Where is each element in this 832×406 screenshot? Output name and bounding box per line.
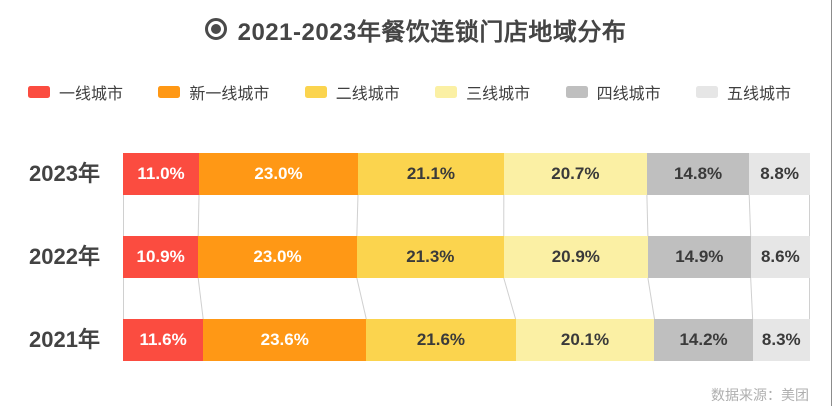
bar-segment-一线城市: 11.0%	[123, 153, 200, 195]
bar-segment-五线城市: 8.3%	[752, 319, 810, 361]
legend-label: 五线城市	[726, 86, 791, 103]
bar-segment-三线城市: 20.7%	[503, 153, 647, 195]
connector-line	[356, 277, 367, 320]
legend-label: 二线城市	[335, 86, 400, 103]
legend-label: 四线城市	[596, 86, 661, 103]
connector-line	[197, 194, 200, 237]
bar-segment-二线城市: 21.3%	[356, 236, 504, 278]
chart-title: 2021-2023年餐饮连锁门店地域分布	[237, 18, 627, 46]
connector-line	[197, 277, 204, 320]
row-label: 2021年	[29, 327, 100, 352]
bar-segment-三线城市: 20.9%	[503, 236, 648, 278]
legend-swatch-icon	[158, 86, 181, 98]
connector-line	[750, 277, 754, 320]
bar-segment-一线城市: 11.6%	[123, 319, 204, 361]
legend-item-3: 二线城市	[304, 80, 400, 104]
legend-swatch-icon	[565, 86, 588, 98]
stacked-bar: 11.0% 23.0% 21.1% 20.7% 14.8% 8.8%	[123, 153, 811, 195]
bar-row-2021年: 2021年 11.6% 23.6% 21.6% 20.1% 14.2% 8.3%	[0, 319, 831, 361]
legend-label: 新一线城市	[189, 86, 270, 103]
bar-row-2022年: 2022年 10.9% 23.0% 21.3% 20.9% 14.9% 8.6%	[0, 236, 831, 278]
connector-line	[646, 194, 649, 237]
legend-swatch-icon	[28, 86, 50, 98]
legend-item-5: 四线城市	[565, 80, 661, 104]
stacked-bar: 11.6% 23.6% 21.6% 20.1% 14.2% 8.3%	[123, 319, 810, 361]
bar-segment-新一线城市: 23.6%	[203, 319, 367, 361]
chart-header: 2021-2023年餐饮连锁门店地域分布	[0, 0, 831, 46]
bar-segment-二线城市: 21.1%	[358, 153, 504, 195]
stacked-bar-chart: 2023年 11.0% 23.0% 21.1% 20.7% 14.8% 8.8% 2022年 1…	[0, 153, 831, 361]
bar-segment-五线城市: 8.8%	[749, 153, 811, 195]
legend-item-1: 一线城市	[28, 80, 123, 104]
bullseye-icon	[204, 18, 227, 40]
data-source: 数据来源：美团	[711, 387, 809, 403]
legend: 一线城市 新一线城市 二线城市 三线城市 四线城市 五线城市	[28, 80, 791, 104]
legend-swatch-icon	[435, 86, 458, 98]
legend-label: 三线城市	[466, 86, 531, 103]
legend-label: 一线城市	[59, 86, 124, 103]
legend-item-2: 新一线城市	[158, 80, 269, 104]
legend-swatch-icon	[304, 86, 327, 98]
bar-segment-新一线城市: 23.0%	[198, 236, 357, 278]
legend-item-4: 三线城市	[435, 80, 530, 104]
connector-line	[503, 277, 517, 320]
stacked-bar: 10.9% 23.0% 21.3% 20.9% 14.9% 8.6%	[123, 236, 810, 278]
connector-lines	[123, 194, 810, 320]
legend-item-6: 五线城市	[695, 80, 791, 104]
bar-segment-一线城市: 10.9%	[123, 236, 199, 278]
bar-rows: 2023年 11.0% 23.0% 21.1% 20.7% 14.8% 8.8% 2022年 1…	[0, 153, 831, 361]
bar-segment-四线城市: 14.9%	[647, 236, 751, 278]
bar-segment-三线城市: 20.1%	[515, 319, 655, 361]
bar-segment-五线城市: 8.6%	[750, 236, 810, 278]
bar-segment-四线城市: 14.8%	[646, 153, 750, 195]
row-label: 2023年	[29, 161, 100, 186]
bar-segment-四线城市: 14.2%	[654, 319, 753, 361]
connector-line	[748, 194, 752, 237]
bar-segment-新一线城市: 23.0%	[199, 153, 358, 195]
connector-line	[356, 194, 359, 237]
connector-line	[647, 277, 655, 320]
legend-swatch-icon	[695, 86, 718, 98]
row-label: 2022年	[29, 244, 100, 269]
bar-segment-二线城市: 21.6%	[366, 319, 516, 361]
bar-row-2023年: 2023年 11.0% 23.0% 21.1% 20.7% 14.8% 8.8%	[0, 153, 831, 195]
